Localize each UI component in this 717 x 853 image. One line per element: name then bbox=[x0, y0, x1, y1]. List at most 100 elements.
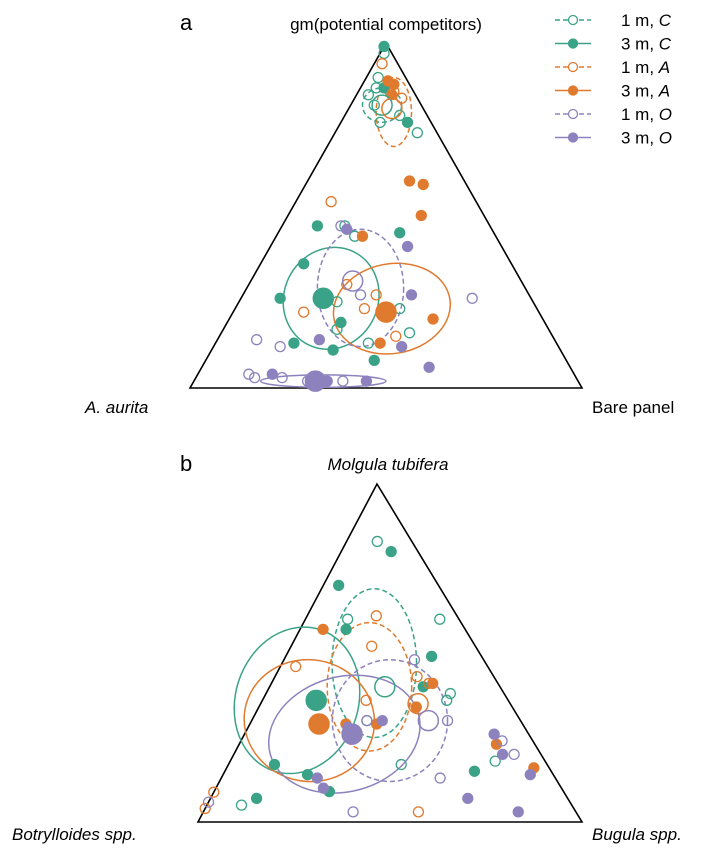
panel-b-point-3-m-c bbox=[468, 765, 481, 777]
panel-a-point-1-m-o bbox=[354, 289, 367, 301]
legend-label: 3 m, O bbox=[621, 129, 672, 148]
panel-a-points bbox=[243, 40, 478, 387]
panel-b-point-3-m-c bbox=[301, 769, 314, 781]
panel-a-point-3-m-o bbox=[341, 223, 353, 235]
panel-b-point-3-m-o bbox=[496, 748, 509, 761]
legend-marker bbox=[567, 14, 579, 26]
panel-a-left-vertex-label: A. aurita bbox=[84, 398, 148, 417]
panel-a-point-1-m-a bbox=[376, 58, 388, 70]
legend-entry: 3 m, A bbox=[555, 82, 670, 101]
legend-depth: 1 m, bbox=[621, 58, 659, 77]
legend-label: 3 m, C bbox=[621, 35, 672, 54]
panel-a-point-3-m-a bbox=[374, 337, 386, 349]
panel-a-point-3-m-c bbox=[274, 292, 286, 304]
panel-a-point-1-m-a bbox=[358, 302, 371, 315]
panel-a-point-1-m-o bbox=[337, 375, 349, 387]
panel-a-point-1-m-c bbox=[394, 109, 406, 122]
legend-treatment: C bbox=[659, 35, 672, 54]
panel-b-centroid-3-m-o bbox=[341, 723, 363, 745]
panel-b-letter: b bbox=[180, 451, 192, 476]
panel-a-ellipse-3-m-c bbox=[282, 246, 380, 350]
panel-b-point-3-m-a bbox=[317, 623, 329, 635]
panel-a-triangle-frame bbox=[188, 41, 584, 389]
panel-a-point-1-m-c bbox=[411, 127, 424, 139]
panel-b-point-1-m-o bbox=[441, 714, 454, 727]
panel-b-point-3-m-o bbox=[462, 792, 474, 804]
panel-b-point-3-m-o bbox=[311, 772, 323, 784]
panel-a-point-3-m-c bbox=[378, 40, 390, 53]
panel-b-left-vertex-label: Botrylloides spp. bbox=[12, 825, 137, 844]
panel-a-point-3-m-a bbox=[427, 313, 439, 325]
panel-b: b Molgula tubifera Botrylloides spp. Bug… bbox=[12, 451, 682, 844]
panel-a-point-1-m-a bbox=[390, 330, 402, 342]
panel-a-ellipse-1-m-a bbox=[375, 76, 413, 148]
legend-depth: 1 m, bbox=[621, 11, 659, 30]
panel-a-point-1-m-c bbox=[403, 327, 416, 339]
panel-b-point-1-m-c bbox=[441, 694, 453, 706]
panel-a-point-3-m-a bbox=[382, 75, 394, 87]
panel-a-point-3-m-a bbox=[415, 209, 427, 222]
panel-b-point-3-m-o bbox=[512, 806, 524, 818]
panel-b-point-1-m-c bbox=[434, 613, 446, 625]
panel-a-top-vertex-label: gm(potential competitors) bbox=[290, 15, 482, 34]
legend-marker bbox=[567, 132, 579, 143]
panel-b-point-1-m-o bbox=[202, 796, 215, 808]
panel-b-ellipse-3-m-c bbox=[233, 626, 361, 775]
panel-b-point-1-m-o bbox=[408, 654, 421, 666]
panel-a-point-1-m-o bbox=[274, 340, 286, 353]
panel-b-point-3-m-c bbox=[268, 758, 281, 771]
panel-b-point-3-m-c bbox=[385, 545, 397, 558]
panel-b-point-1-m-a bbox=[290, 660, 302, 673]
panel-a-point-1-m-c bbox=[362, 89, 375, 101]
legend-marker bbox=[567, 85, 579, 96]
panel-a-point-3-m-a bbox=[356, 230, 369, 242]
panel-b-point-1-m-c bbox=[395, 758, 407, 771]
panel-a-point-1-m-o bbox=[249, 371, 261, 384]
panel-a-point-3-m-o bbox=[396, 340, 408, 353]
panel-b-point-3-m-o bbox=[376, 714, 388, 727]
panel-b-ellipse-1-m-a bbox=[326, 621, 413, 752]
panel-a-point-3-m-a bbox=[417, 178, 429, 191]
panel-b-point-1-m-o bbox=[347, 806, 359, 818]
panel-b-point-3-m-o bbox=[488, 728, 500, 740]
panel-b-point-1-m-a bbox=[360, 694, 372, 706]
panel-a-point-1-m-a bbox=[396, 92, 408, 104]
legend-marker bbox=[567, 108, 579, 120]
panel-a-point-3-m-o bbox=[266, 368, 278, 380]
panel-a-point-3-m-c bbox=[311, 220, 324, 232]
panel-a-point-3-m-o bbox=[423, 361, 435, 373]
legend-marker bbox=[567, 38, 579, 49]
legend-entry: 1 m, O bbox=[555, 105, 672, 124]
legend-entry: 3 m, O bbox=[555, 129, 672, 148]
panel-a-point-3-m-c bbox=[401, 116, 414, 128]
legend-treatment: A bbox=[658, 58, 670, 77]
panel-b-point-3-m-c bbox=[340, 623, 352, 635]
panel-b-point-3-m-o bbox=[317, 782, 330, 794]
panel-a-point-3-m-o bbox=[405, 289, 418, 301]
panel-b-top-vertex-label: Molgula tubifera bbox=[328, 455, 449, 474]
panel-b-point-1-m-a bbox=[208, 786, 220, 798]
panel-b-point-3-m-c bbox=[333, 579, 345, 592]
panel-a: a gm(potential competitors) A. aurita Ba… bbox=[84, 10, 674, 417]
legend-marker bbox=[567, 61, 579, 73]
panel-b-ellipse-3-m-a bbox=[243, 658, 376, 783]
panel-a-point-3-m-c bbox=[298, 258, 310, 270]
panel-a-centroid-3-m-c bbox=[312, 287, 335, 310]
panel-a-point-3-m-c bbox=[327, 344, 339, 356]
panel-b-point-3-m-o bbox=[524, 769, 536, 781]
panel-b-points bbox=[199, 535, 540, 818]
panel-b-centroids bbox=[305, 676, 440, 745]
panel-b-right-vertex-label: Bugula spp. bbox=[592, 825, 682, 844]
panel-a-centroid-3-m-a bbox=[375, 301, 397, 323]
panel-a-point-1-m-a bbox=[325, 196, 337, 208]
legend-label: 3 m, A bbox=[621, 82, 670, 101]
panel-a-point-1-m-o bbox=[243, 368, 255, 380]
panel-a-ellipse-1-m-o bbox=[316, 228, 405, 348]
panel-b-point-1-m-c bbox=[489, 755, 501, 767]
panel-b-point-1-m-a bbox=[412, 806, 425, 818]
panel-a-letter: a bbox=[180, 10, 193, 35]
panel-a-point-3-m-c bbox=[335, 316, 347, 329]
panel-b-point-1-m-c bbox=[444, 687, 456, 700]
legend-depth: 3 m, bbox=[621, 129, 659, 148]
